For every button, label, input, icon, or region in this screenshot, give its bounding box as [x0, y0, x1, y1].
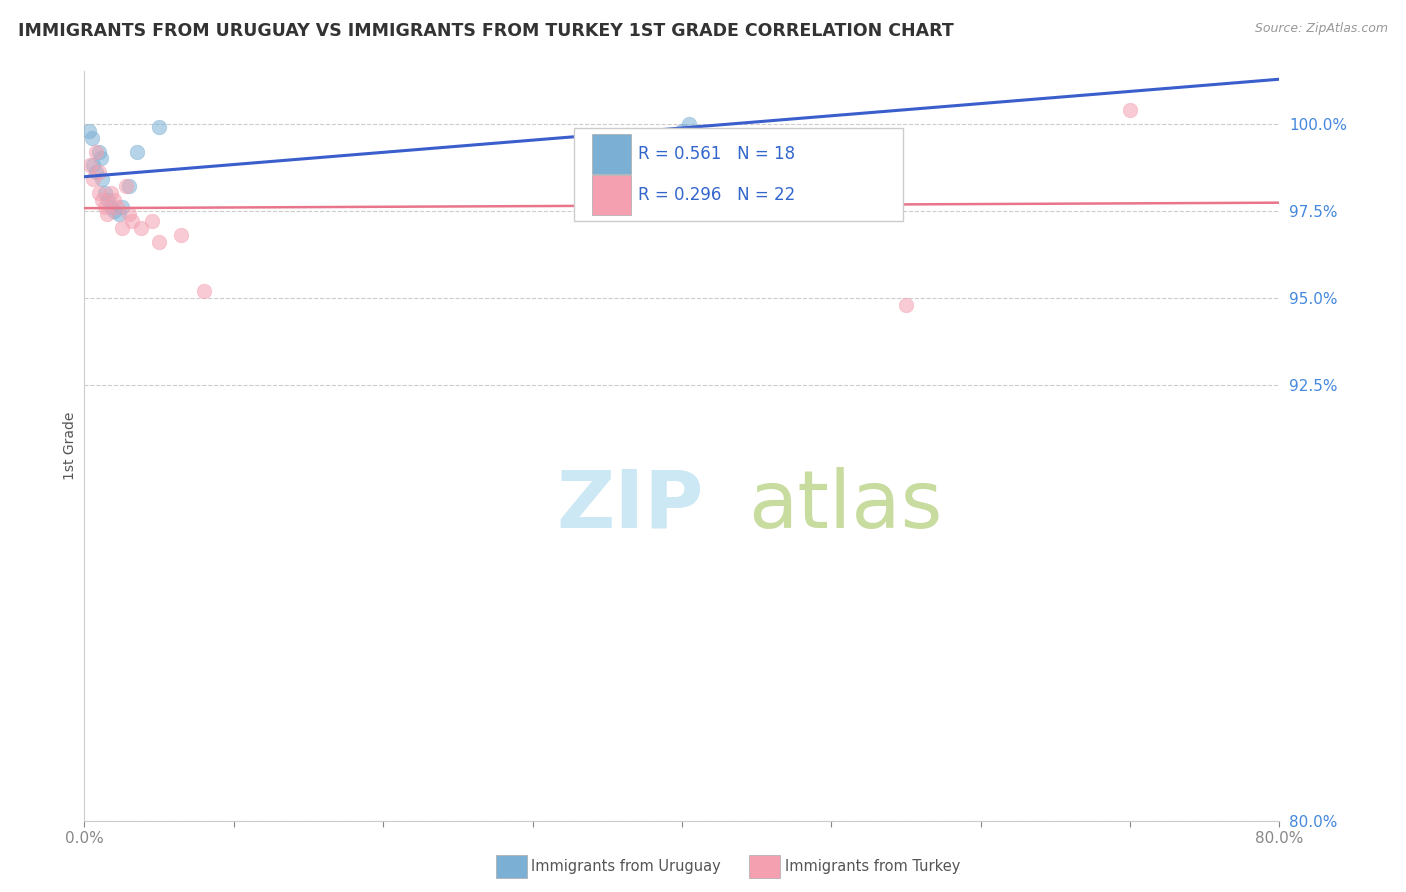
FancyBboxPatch shape: [592, 134, 630, 174]
Point: [96, 207, 118, 221]
Text: R = 0.296   N = 22: R = 0.296 N = 22: [638, 186, 794, 204]
Point: [90, 152, 112, 166]
Point: [103, 194, 125, 208]
Text: Source: ZipAtlas.com: Source: ZipAtlas.com: [1254, 22, 1388, 36]
Point: [91, 194, 114, 208]
Text: Immigrants from Uruguay: Immigrants from Uruguay: [531, 859, 721, 873]
Point: [100, 186, 122, 201]
Point: [79, 158, 101, 172]
Point: [118, 179, 141, 194]
Text: IMMIGRANTS FROM URUGUAY VS IMMIGRANTS FROM TURKEY 1ST GRADE CORRELATION CHART: IMMIGRANTS FROM URUGUAY VS IMMIGRANTS FR…: [18, 22, 955, 40]
Point: [89, 145, 111, 159]
Point: [115, 179, 138, 194]
Point: [77, 123, 100, 137]
Text: atlas: atlas: [748, 467, 942, 545]
Text: Immigrants from Turkey: Immigrants from Turkey: [785, 859, 960, 873]
Point: [97, 194, 120, 208]
Point: [1119, 103, 1142, 117]
Point: [86, 145, 108, 159]
FancyBboxPatch shape: [592, 175, 630, 215]
Point: [103, 203, 125, 218]
Point: [894, 298, 917, 312]
Point: [141, 214, 163, 228]
Point: [193, 284, 215, 298]
Y-axis label: 1st Grade: 1st Grade: [63, 412, 77, 480]
Point: [91, 172, 114, 186]
Point: [100, 200, 122, 214]
Point: [89, 165, 111, 179]
Point: [129, 221, 152, 235]
Point: [82, 172, 104, 186]
Point: [118, 207, 141, 221]
FancyBboxPatch shape: [575, 128, 903, 221]
Text: R = 0.561   N = 18: R = 0.561 N = 18: [638, 145, 794, 162]
Point: [678, 117, 700, 131]
Point: [105, 200, 128, 214]
Point: [86, 165, 108, 179]
Point: [82, 158, 104, 172]
Point: [671, 123, 693, 137]
Point: [125, 145, 148, 159]
Point: [94, 186, 117, 201]
Point: [111, 221, 134, 235]
Point: [80, 130, 103, 145]
Point: [121, 214, 143, 228]
Point: [89, 186, 111, 201]
Text: ZIP: ZIP: [557, 467, 703, 545]
Point: [148, 235, 170, 249]
Point: [111, 200, 134, 214]
Point: [107, 207, 129, 221]
Point: [170, 228, 193, 243]
Point: [94, 200, 117, 214]
Point: [148, 120, 170, 135]
